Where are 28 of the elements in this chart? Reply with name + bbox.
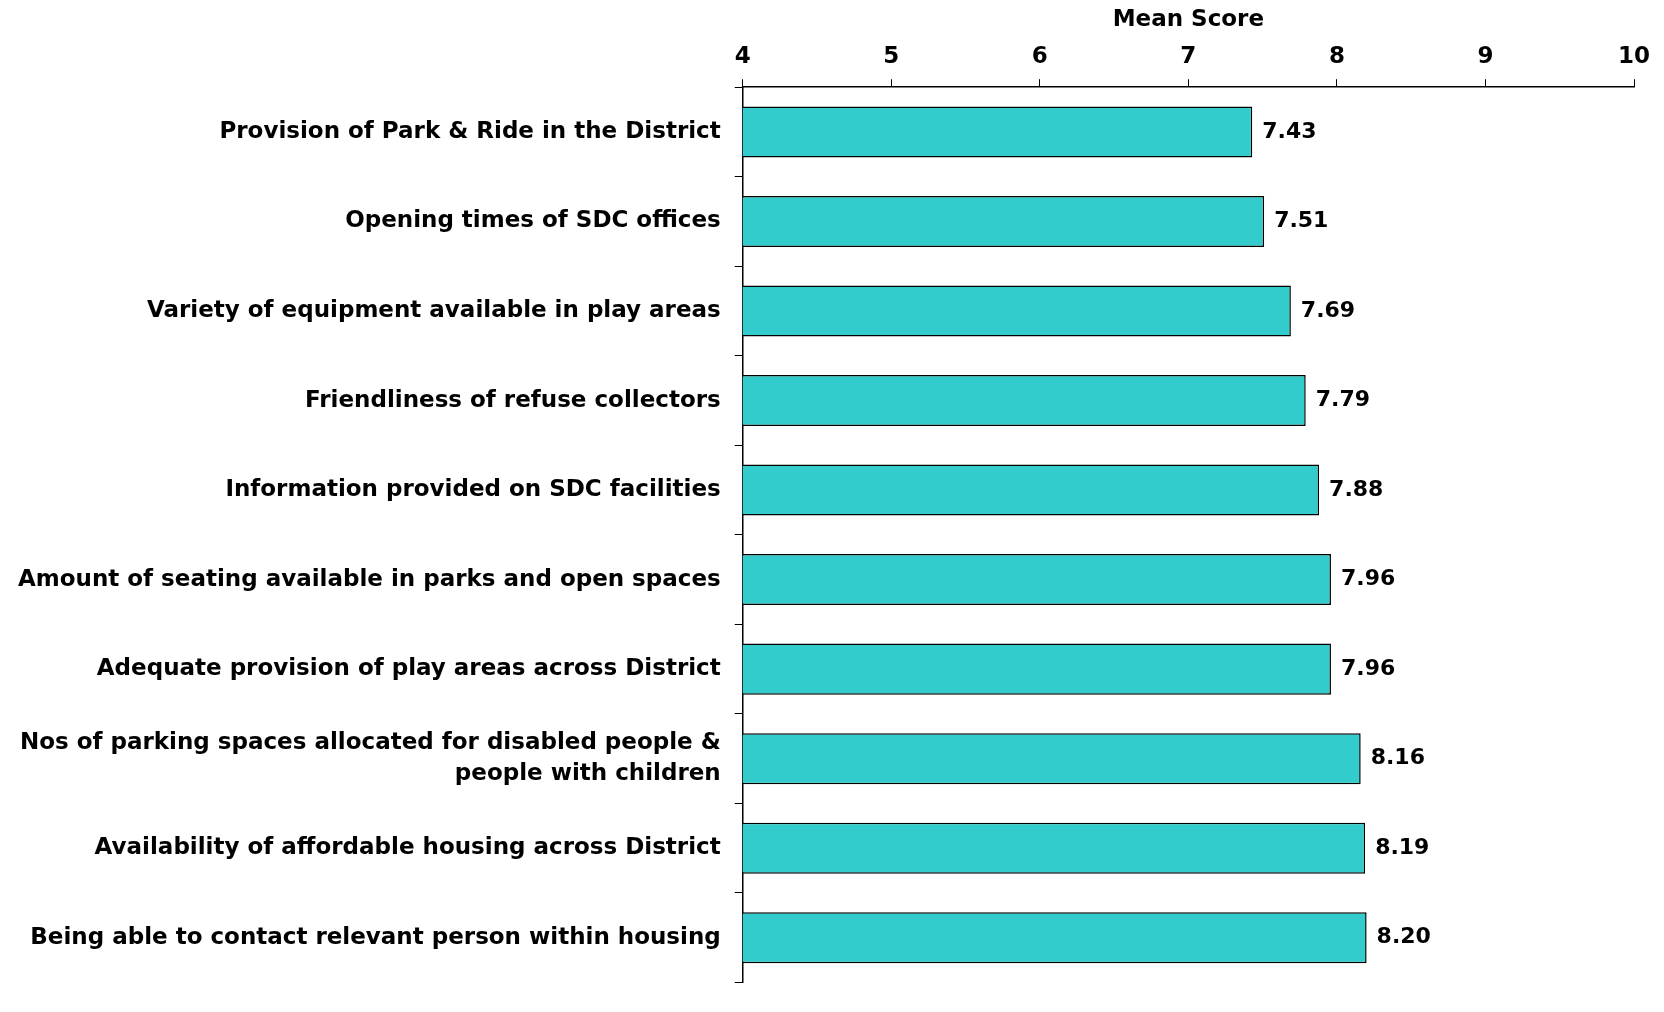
x-axis-title: Mean Score [1112, 4, 1265, 31]
y-tick-label: Adequate provision of play areas across District [96, 654, 721, 681]
data-label: 8.16 [1370, 744, 1425, 770]
x-tick-label: 4 [734, 42, 751, 69]
y-tick-label: Amount of seating available in parks and open spaces [17, 564, 721, 591]
y-tick-label: Provision of Park & Ride in the District [219, 116, 721, 143]
data-label: 7.43 [1262, 117, 1317, 143]
x-tick-label: 10 [1617, 42, 1651, 69]
data-label: 7.79 [1315, 386, 1370, 412]
x-tick-label: 7 [1180, 42, 1197, 69]
y-tick-label: Information provided on SDC facilities [225, 475, 721, 502]
x-tick-label: 9 [1477, 42, 1494, 69]
data-label: 7.69 [1300, 296, 1356, 322]
y-tick-label: Friendliness of refuse collectors [305, 385, 721, 412]
data-label: 7.51 [1274, 207, 1329, 233]
x-tick-label: 8 [1328, 42, 1345, 69]
data-label: 7.88 [1329, 475, 1384, 501]
data-label: 7.96 [1340, 565, 1396, 591]
y-tick-label: Variety of equipment available in play areas [146, 295, 721, 322]
x-tick-label: 5 [883, 42, 900, 69]
x-tick-label: 6 [1031, 42, 1048, 69]
y-tick-label: Opening times of SDC offices [345, 206, 721, 233]
data-label: 7.96 [1340, 654, 1396, 680]
y-tick-label: Nos of parking spaces allocated for disabled people & people with children [19, 728, 721, 786]
data-label: 8.20 [1376, 923, 1431, 949]
y-tick-label: Availability of affordable housing across District [94, 833, 721, 860]
data-label: 8.19 [1375, 833, 1430, 859]
y-tick-label: Being able to contact relevant person within housing [30, 922, 721, 949]
